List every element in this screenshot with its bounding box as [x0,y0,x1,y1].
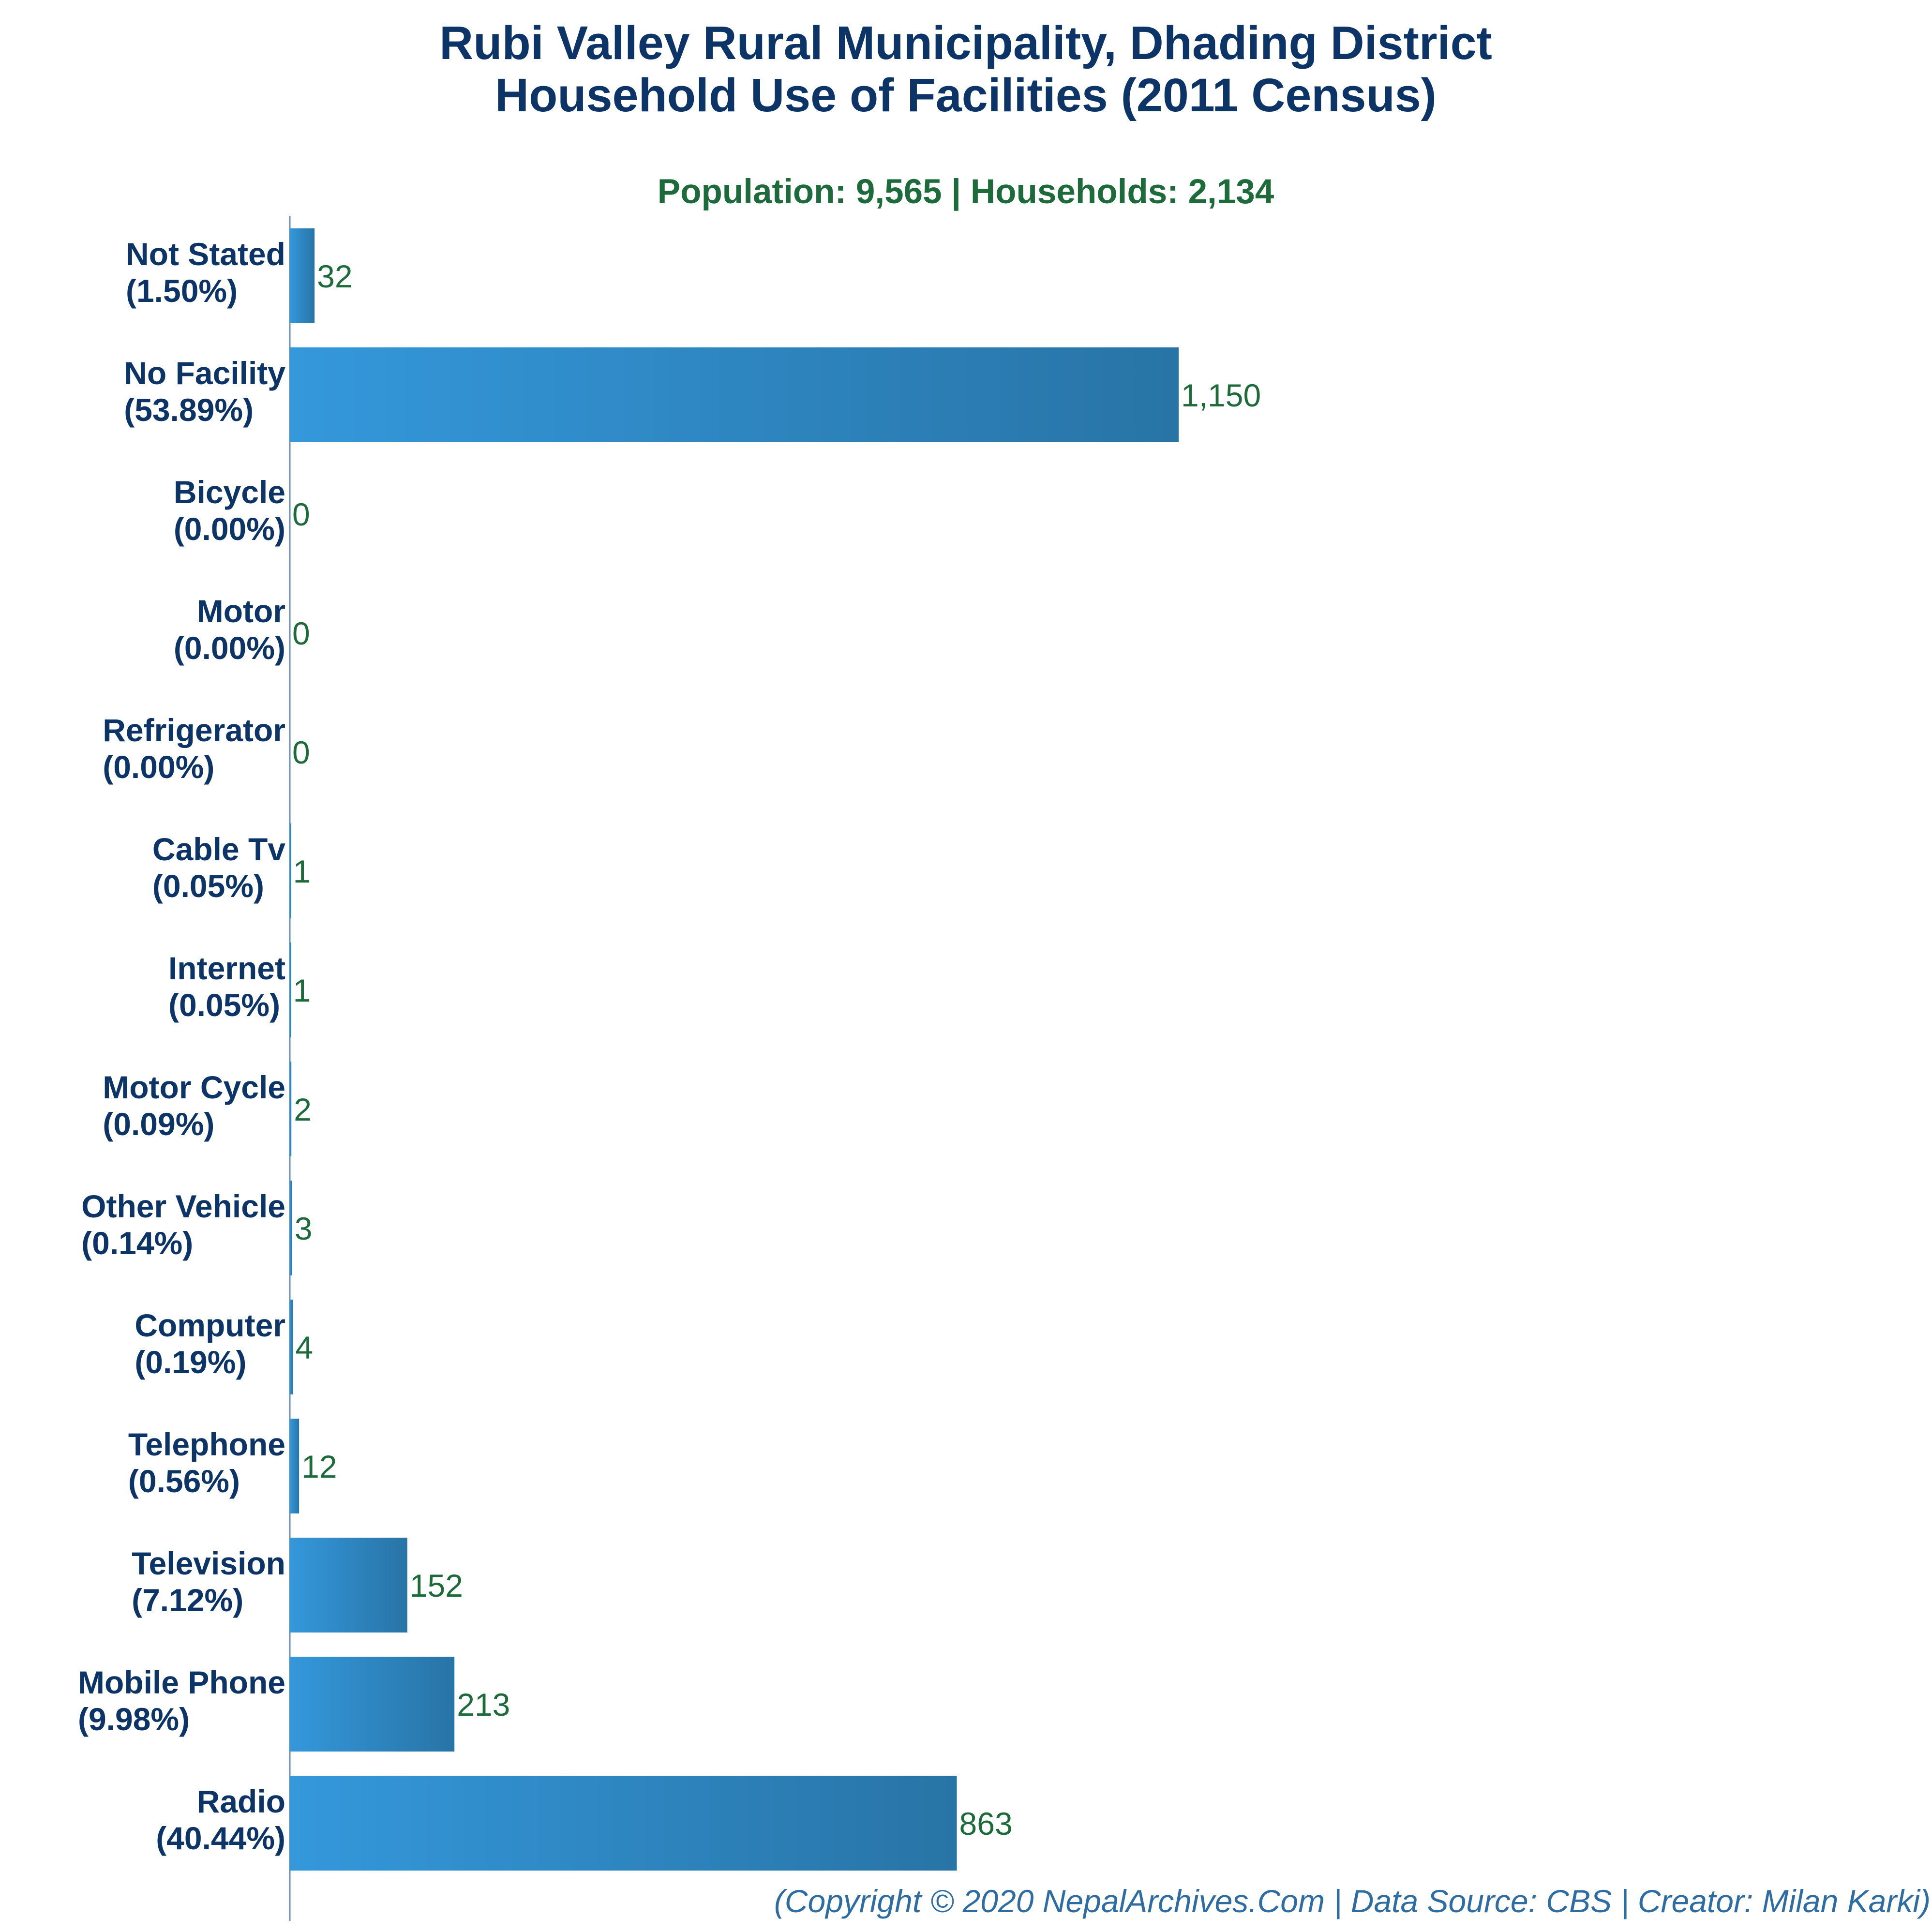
category-percent: (0.14%) [81,1225,193,1261]
value-label: 863 [959,1806,1013,1842]
value-label: 152 [410,1568,463,1603]
value-label: 4 [295,1330,313,1365]
value-label: 1,150 [1181,377,1261,413]
category-label: Motor Cycle [103,1069,285,1105]
bar-other-vehicle [290,1181,292,1275]
value-label: 12 [301,1449,337,1484]
category-label: Other Vehicle [81,1188,285,1224]
category-label: Television [132,1545,285,1581]
bar-radio [290,1776,957,1871]
value-label: 0 [292,496,310,532]
chart-subtitle: Population: 9,565 | Households: 2,134 [658,173,1274,211]
category-label: Mobile Phone [78,1664,285,1700]
bar-no-facility [290,347,1179,442]
bar-mobile-phone [290,1657,455,1752]
category-percent: (0.05%) [152,868,264,904]
bar-internet [290,943,291,1037]
category-label: Telephone [128,1426,285,1462]
value-label: 0 [292,734,310,770]
category-percent: (40.44%) [156,1820,285,1856]
category-percent: (0.00%) [174,630,285,666]
category-percent: (0.56%) [128,1463,240,1499]
value-label: 3 [295,1211,313,1246]
category-percent: (53.89%) [124,392,254,428]
category-percent: (0.09%) [103,1106,214,1142]
category-label: Not Stated [126,236,285,272]
chart-title-line-1: Rubi Valley Rural Municipality, Dhading … [439,16,1492,69]
value-label: 1 [293,854,311,889]
category-percent: (0.00%) [103,749,214,785]
category-percent: (0.05%) [168,987,280,1023]
bar-motor-cycle [290,1062,292,1156]
category-label: Computer [135,1307,285,1343]
value-label: 1 [293,973,311,1008]
value-label: 213 [457,1687,510,1722]
category-label: Bicycle [174,474,285,510]
value-label: 0 [292,615,310,651]
category-label: Cable Tv [152,831,285,867]
category-percent: (0.00%) [174,511,285,547]
bar-not-stated [290,228,315,323]
category-percent: (0.19%) [135,1344,246,1380]
bar-cable-tv [290,824,291,918]
bar-telephone [290,1419,300,1513]
chart-title-line-2: Household Use of Facilities (2011 Census… [495,69,1437,121]
category-percent: (7.12%) [132,1582,243,1618]
category-percent: (9.98%) [78,1701,190,1737]
category-label: Internet [168,950,285,986]
category-label: Refrigerator [103,712,285,748]
category-label: Radio [197,1783,285,1819]
category-label: No Facility [124,355,285,391]
category-percent: (1.50%) [126,273,238,309]
value-label: 2 [294,1092,312,1127]
footer-credit: (Copyright © 2020 NepalArchives.Com | Da… [774,1883,1931,1920]
value-label: 32 [317,258,352,294]
bar-television [290,1538,407,1632]
category-label: Motor [197,593,285,629]
bar-computer [290,1300,293,1394]
